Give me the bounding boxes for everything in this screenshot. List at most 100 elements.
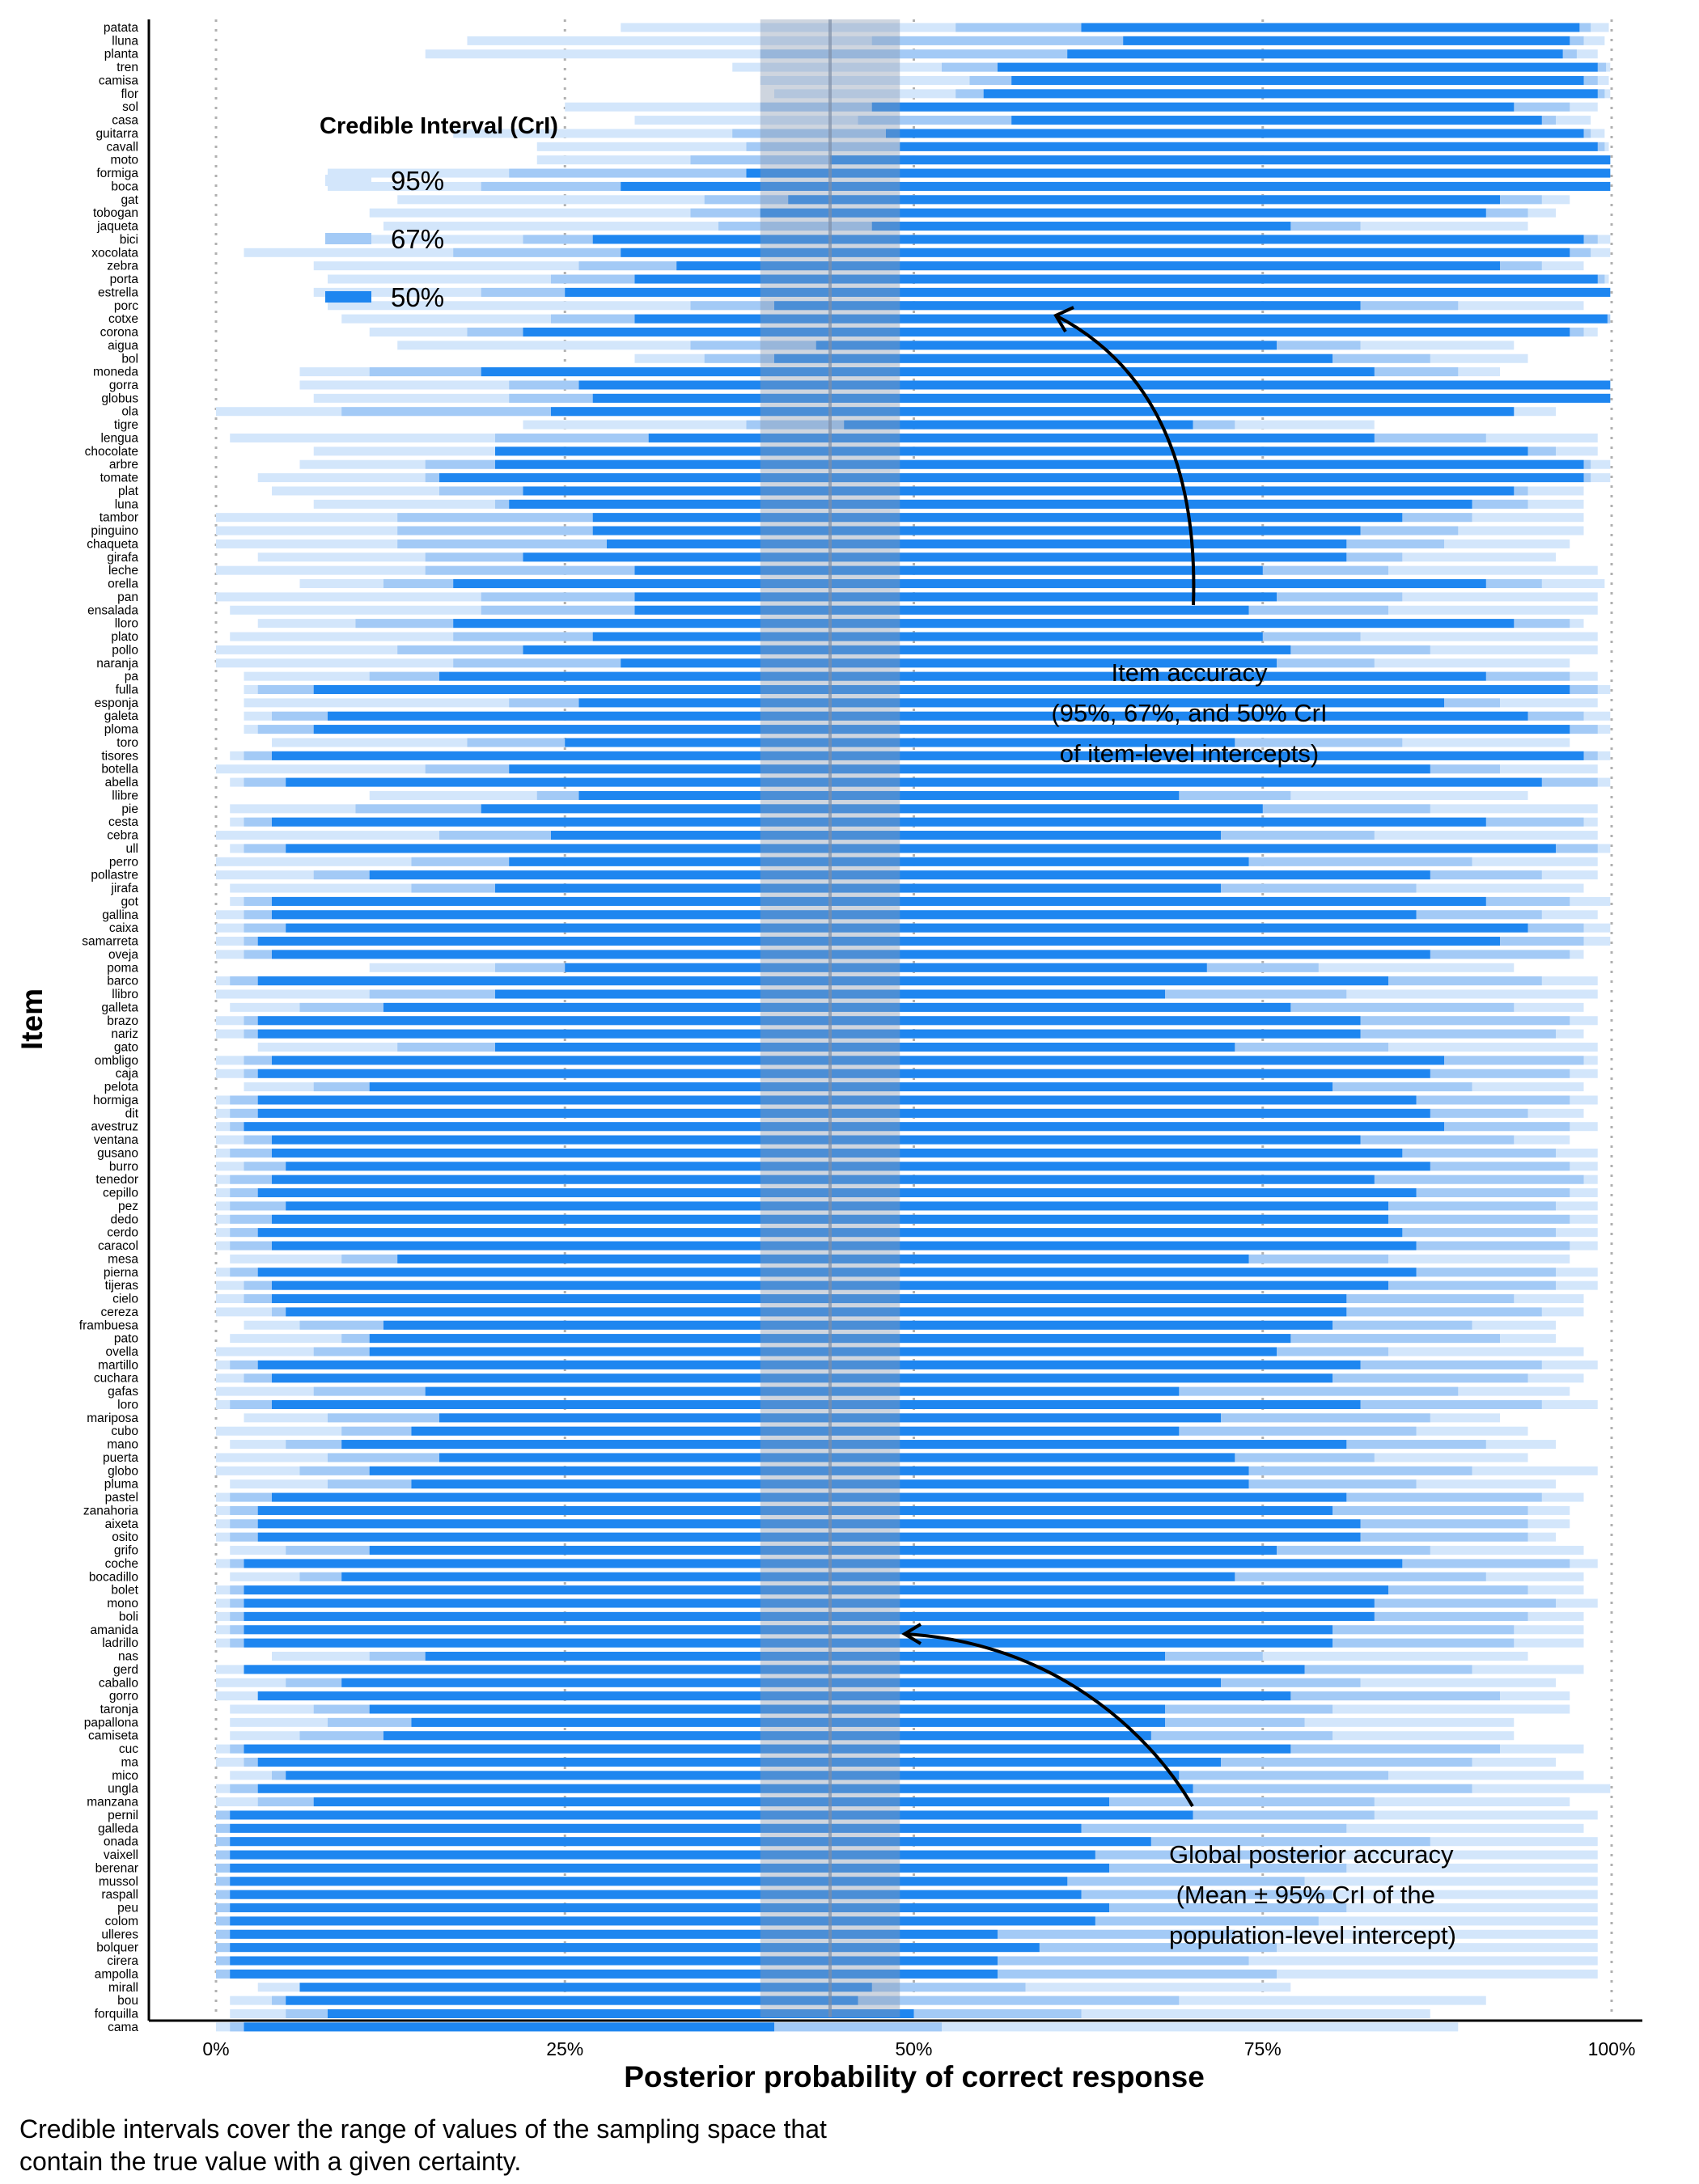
item-label: luna <box>115 497 139 511</box>
interval-bar-50 <box>257 1095 1417 1105</box>
annotation-arrowhead-item <box>1053 306 1074 333</box>
interval-bar-50 <box>509 499 1472 509</box>
interval-bar-50 <box>369 1082 1333 1092</box>
interval-bar-50 <box>1011 75 1584 85</box>
item-label: lluna <box>112 34 138 48</box>
interval-bar-50 <box>313 685 1570 694</box>
item-label: globo <box>108 1464 138 1478</box>
interval-bar-50 <box>621 658 1277 668</box>
interval-bar-50 <box>369 1466 1249 1475</box>
item-label: girafa <box>107 551 138 565</box>
item-label: caja <box>116 1067 139 1081</box>
interval-bar-50 <box>257 1029 1361 1039</box>
legend-swatch-50 <box>325 291 371 303</box>
interval-bar-50 <box>313 725 1570 734</box>
interval-bar-50 <box>439 671 1486 681</box>
item-label: perro <box>109 855 138 869</box>
interval-bar-50 <box>495 883 1221 893</box>
interval-bar-50 <box>871 102 1515 112</box>
interval-bar-50 <box>607 539 1347 548</box>
interval-bar-50 <box>244 1611 1375 1621</box>
item-label: tomate <box>100 472 138 485</box>
item-label: cubo <box>111 1424 138 1438</box>
interval-bar-50 <box>272 817 1486 827</box>
item-label: bou <box>117 1994 138 2008</box>
interval-bar-50 <box>257 937 1500 946</box>
interval-bar-50 <box>272 1373 1333 1383</box>
item-label: moneda <box>93 366 138 379</box>
x-tick-label: 75% <box>1244 2038 1282 2059</box>
item-label: zanahoria <box>83 1504 138 1517</box>
item-label: gorra <box>109 379 139 392</box>
item-label: gusano <box>97 1146 138 1160</box>
interval-bar-50 <box>244 1122 1444 1132</box>
item-label: globus <box>101 392 138 405</box>
interval-bar-50 <box>272 1399 1361 1409</box>
item-label: naranja <box>96 657 138 671</box>
interval-bar-50 <box>425 1652 1165 1661</box>
interval-bar-50 <box>286 1162 1430 1171</box>
interval-bar-50 <box>244 1598 1375 1608</box>
interval-bar-50 <box>328 2009 914 2018</box>
axes <box>147 19 1642 2022</box>
item-label: tigre <box>114 418 138 432</box>
annotation-item-line-2: (95%, 67%, and 50% CrI <box>1051 699 1327 727</box>
item-label: galeta <box>104 709 139 723</box>
interval-bar-50 <box>272 910 1417 920</box>
item-label: camiseta <box>88 1729 138 1743</box>
annotation-item-line-3: of item-level intercepts) <box>1060 739 1319 768</box>
interval-bar-50 <box>816 341 1277 350</box>
item-label: tambor <box>100 511 138 525</box>
item-label: toro <box>117 736 138 750</box>
item-label: frambuesa <box>79 1318 139 1332</box>
interval-bar-50 <box>313 1797 1109 1807</box>
item-label: patata <box>104 21 138 35</box>
x-axis-title: Posterior probability of correct respons… <box>624 2060 1205 2093</box>
item-label: cuc <box>119 1742 138 1756</box>
interval-bar-50 <box>257 1757 1221 1767</box>
annotation-item-accuracy: Item accuracy (95%, 67%, and 50% CrI of … <box>1051 306 1328 768</box>
interval-bar-50 <box>244 1665 1305 1674</box>
item-label: caracol <box>98 1239 138 1253</box>
item-label: plato <box>111 630 138 644</box>
item-label: avestruz <box>91 1120 138 1134</box>
item-label: jirafa <box>110 882 138 895</box>
item-label: barco <box>107 975 138 988</box>
item-label: gerd <box>113 1663 138 1677</box>
interval-bar-50 <box>272 1241 1417 1251</box>
item-label: burro <box>109 1160 138 1174</box>
interval-bar-50 <box>383 1320 1333 1330</box>
interval-bar-50 <box>272 950 1430 959</box>
interval-bar-50 <box>257 1784 1193 1793</box>
item-label: mano <box>107 1438 138 1452</box>
interval-bar-50 <box>788 195 1500 205</box>
item-label: raspall <box>101 1888 138 1902</box>
interval-bar-50 <box>257 1691 1291 1701</box>
interval-bar-50 <box>578 698 1444 708</box>
interval-bar-50 <box>244 1638 1333 1648</box>
item-label: amanida <box>91 1623 139 1637</box>
item-label: vaixell <box>104 1848 138 1862</box>
item-label: cereza <box>100 1306 138 1319</box>
interval-bar-50 <box>230 1850 1095 1860</box>
interval-bar-50 <box>425 1386 1180 1396</box>
item-label: onada <box>104 1835 138 1849</box>
item-label: chocolate <box>85 445 138 459</box>
legend-label-67: 67% <box>391 224 444 254</box>
item-label: poma <box>107 961 138 975</box>
item-label: boca <box>111 180 138 193</box>
item-label: coche <box>105 1557 138 1571</box>
interval-bar-50 <box>257 1188 1417 1198</box>
interval-bar-50 <box>272 1492 1347 1502</box>
x-tick-label: 0% <box>202 2038 229 2059</box>
interval-bar-50 <box>676 261 1500 271</box>
global-accuracy-band <box>760 19 900 2017</box>
interval-bar-50 <box>230 1903 1109 1913</box>
item-label: cesta <box>108 815 138 829</box>
interval-bar-50 <box>886 129 1584 138</box>
item-label: pato <box>114 1332 138 1346</box>
item-label: cielo <box>112 1293 138 1306</box>
item-label: dit <box>125 1107 139 1120</box>
item-label: tenedor <box>95 1173 138 1187</box>
item-label: casa <box>112 114 138 128</box>
